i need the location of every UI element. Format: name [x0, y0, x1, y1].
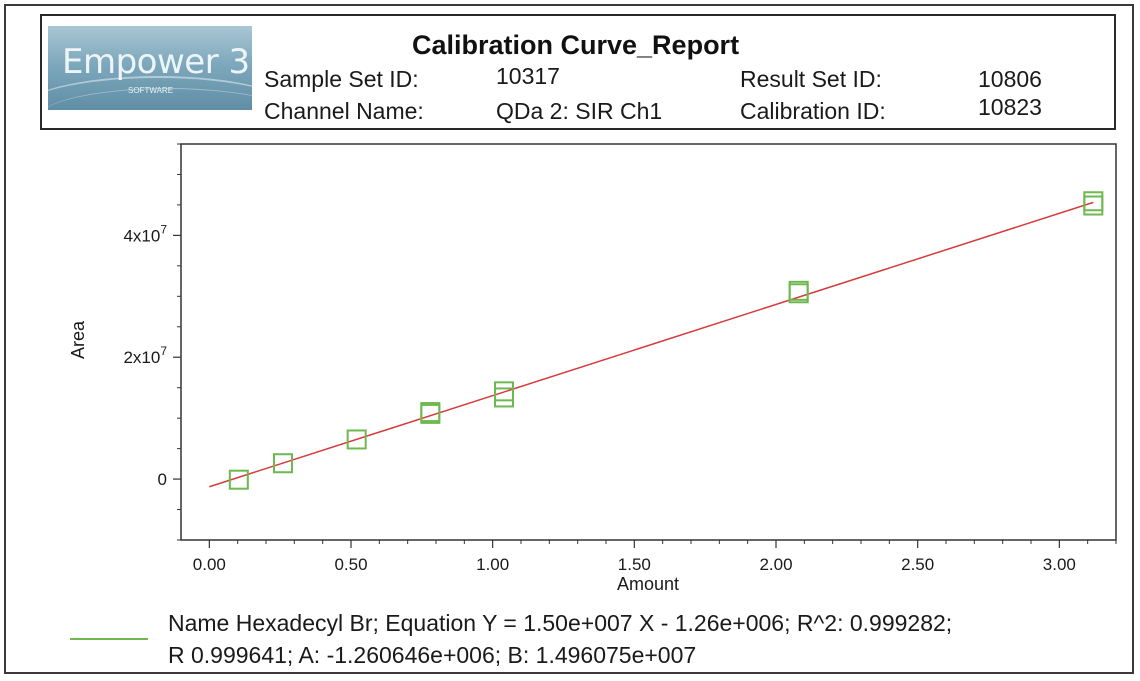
logo-tagline: SOFTWARE	[128, 86, 174, 95]
x-tick-label: 3.00	[1043, 555, 1076, 574]
x-tick-label: 1.00	[476, 555, 509, 574]
legend-equation-line: Name Hexadecyl Br; Equation Y = 1.50e+00…	[168, 610, 953, 636]
result-set-id-value: 10806	[978, 66, 1042, 92]
data-point-marker	[788, 280, 809, 301]
data-point-marker	[494, 387, 514, 408]
x-axis-ticks: 0.00 0.50 1.00 1.50 2.00 2.50 3.00	[193, 540, 1076, 574]
y-minor-ticks	[177, 143, 181, 541]
data-point-marker	[228, 469, 249, 490]
report-title: Calibration Curve_Report	[412, 30, 740, 60]
y-axis-label: Area	[68, 320, 88, 359]
x-axis-label: Amount	[617, 574, 679, 594]
x-tick-label: 1.50	[618, 555, 651, 574]
channel-name-value: QDa 2: SIR Ch1	[496, 98, 663, 124]
calibration-id-value: 10823	[978, 94, 1042, 120]
data-points	[228, 191, 1104, 490]
sample-set-id-label: Sample Set ID:	[264, 66, 419, 92]
y-tick-label: 0	[158, 470, 167, 489]
empower-logo: Empower 3 SOFTWARE	[48, 26, 252, 110]
y-tick-label: 2x107	[123, 344, 167, 367]
calibration-chart: 0 2x107 4x107 0.00 0.50 1.00 1.50 2.00 2.50 3.00…	[68, 143, 1117, 594]
y-tick-label: 4x107	[123, 222, 167, 245]
data-point-marker	[420, 402, 441, 423]
plot-area-frame	[180, 143, 1117, 541]
data-point-marker	[1083, 191, 1104, 212]
x-minor-ticks	[237, 540, 1117, 544]
legend-stats-line: R 0.999641; A: -1.260646e+006; B: 1.4960…	[168, 642, 697, 668]
x-tick-label: 0.00	[193, 555, 226, 574]
channel-name-label: Channel Name:	[264, 98, 424, 124]
result-set-id-label: Result Set ID:	[740, 66, 882, 92]
x-tick-label: 2.00	[759, 555, 792, 574]
fit-line	[209, 201, 1094, 488]
x-tick-label: 2.50	[901, 555, 934, 574]
sample-set-id-value: 10317	[496, 63, 560, 89]
calibration-id-label: Calibration ID:	[740, 98, 886, 124]
x-tick-label: 0.50	[334, 555, 367, 574]
data-point-marker	[346, 429, 367, 450]
report-frame	[4, 4, 1134, 674]
legend-swatch	[70, 638, 148, 640]
y-axis-ticks: 0 2x107 4x107	[123, 222, 181, 489]
data-point-marker	[494, 381, 514, 402]
data-point-marker	[273, 453, 293, 474]
logo-text: Empower 3	[62, 42, 250, 82]
legend-footer: Name Hexadecyl Br; Equation Y = 1.50e+00…	[0, 600, 1140, 675]
data-point-marker	[1083, 195, 1104, 216]
report-header: Empower 3 SOFTWARE Calibration Curve_Rep…	[40, 14, 1116, 130]
